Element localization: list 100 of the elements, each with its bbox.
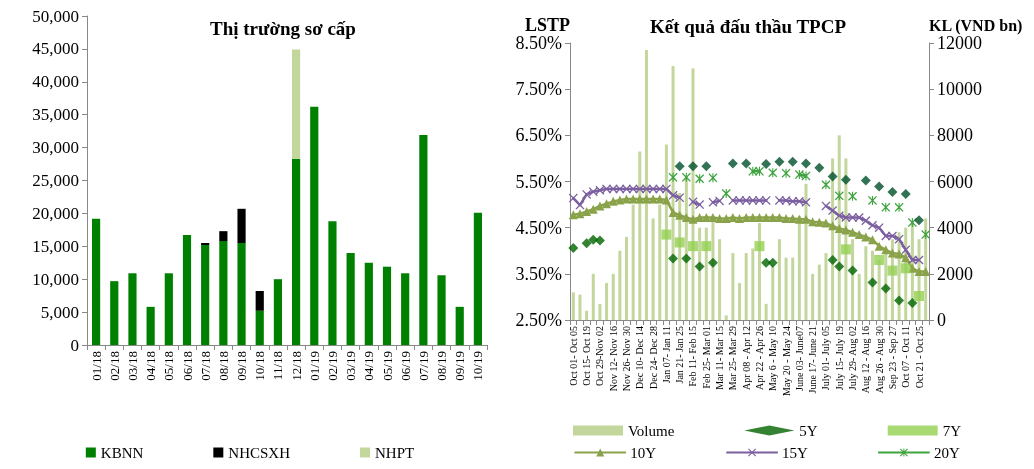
bar <box>824 253 828 320</box>
y2-tick-label: 2000 <box>937 263 973 284</box>
y-tick-label: 5,000 <box>40 302 79 322</box>
x-tick-label: 01/19 <box>306 351 322 381</box>
y-tick-label: 3.50% <box>515 263 562 284</box>
point <box>735 213 745 223</box>
point <box>721 189 731 198</box>
x-tick-label: July 15- July 19 <box>833 326 845 391</box>
point <box>661 229 672 240</box>
x-tick-label: 09/19 <box>452 351 468 381</box>
point <box>761 195 771 205</box>
point <box>668 190 678 200</box>
point <box>727 158 738 169</box>
point <box>860 175 871 186</box>
bar <box>764 303 768 320</box>
y-tick-label: 20,000 <box>32 203 79 223</box>
bar <box>658 204 662 320</box>
bar <box>328 221 337 345</box>
bar <box>744 253 748 320</box>
point <box>900 188 911 199</box>
point <box>834 261 845 272</box>
point <box>687 161 698 172</box>
point <box>681 213 691 223</box>
x-tick-label: Aug 12 - Aug 16 <box>860 326 872 394</box>
bar <box>164 273 173 345</box>
point <box>748 195 758 205</box>
point <box>840 174 851 185</box>
point <box>814 217 824 227</box>
legend-label: 7Y <box>942 422 962 439</box>
point <box>728 213 738 223</box>
x-tick-label: 04/19 <box>361 351 377 381</box>
x-tick-label: 10/18 <box>252 351 268 381</box>
bar <box>346 252 355 345</box>
point <box>814 162 825 173</box>
point <box>900 263 911 274</box>
bar <box>292 158 301 345</box>
point <box>907 297 918 308</box>
point <box>854 213 864 223</box>
point <box>881 202 891 212</box>
x-tick-label: Oct 15- Oct 19 <box>581 326 593 386</box>
x-tick-label: 06/18 <box>179 351 195 381</box>
y2-tick-label: 4000 <box>937 217 973 238</box>
point <box>787 156 798 167</box>
bar <box>804 183 808 320</box>
y2-tick-label: 8000 <box>937 125 973 146</box>
x-tick-label: Apr 22 - Apr 26 <box>753 326 765 390</box>
y2-tick-label: 0 <box>937 310 946 330</box>
point <box>874 181 885 192</box>
y-tick-label: 50,000 <box>32 6 79 26</box>
point <box>887 187 898 198</box>
point <box>867 277 878 288</box>
x-tick-label: 08/18 <box>215 351 231 381</box>
bar <box>638 151 642 320</box>
bar <box>738 283 742 320</box>
bar <box>625 236 629 320</box>
y-tick-label: 45,000 <box>32 39 79 59</box>
point <box>741 158 752 169</box>
point <box>847 265 858 276</box>
point <box>674 161 685 172</box>
point <box>854 230 864 240</box>
point <box>674 237 685 248</box>
x-tick-label: July 01- July 05 <box>820 326 832 391</box>
legend-label: 15Y <box>782 444 809 461</box>
point <box>594 235 605 246</box>
bar <box>598 303 602 320</box>
bar <box>219 241 228 345</box>
bar <box>292 49 301 159</box>
x-tick-label: Nov 26- Nov 30 <box>621 326 633 392</box>
point <box>688 197 698 207</box>
point <box>668 207 678 217</box>
point <box>741 213 751 223</box>
x-tick-label: 04/18 <box>143 351 159 381</box>
point <box>635 194 645 204</box>
point <box>894 234 904 244</box>
point <box>608 196 618 206</box>
bar <box>817 264 821 320</box>
point <box>781 168 791 178</box>
point <box>568 242 579 253</box>
bar <box>605 283 609 320</box>
bar <box>571 292 575 320</box>
y-tick-label: 25,000 <box>32 171 79 190</box>
point <box>914 215 925 226</box>
bar <box>237 243 246 345</box>
bar <box>364 262 373 345</box>
bar <box>644 49 648 320</box>
y-tick-label: 0 <box>70 335 79 355</box>
bar <box>437 275 446 345</box>
point <box>761 158 772 169</box>
point <box>821 180 831 190</box>
point <box>794 214 804 224</box>
point <box>840 244 851 255</box>
x-tick-label: Aug 26 - Aug 30 <box>873 326 885 394</box>
x-tick-label: 07/19 <box>415 351 431 381</box>
bar <box>128 273 137 345</box>
point <box>921 267 931 277</box>
x-tick-label: Nov 12- Nov 16 <box>607 326 619 392</box>
bar <box>864 246 868 320</box>
x-tick-label: Oct 29-Nov 02 <box>594 326 606 386</box>
y-tick-label: 15,000 <box>32 236 79 256</box>
point <box>641 184 651 194</box>
